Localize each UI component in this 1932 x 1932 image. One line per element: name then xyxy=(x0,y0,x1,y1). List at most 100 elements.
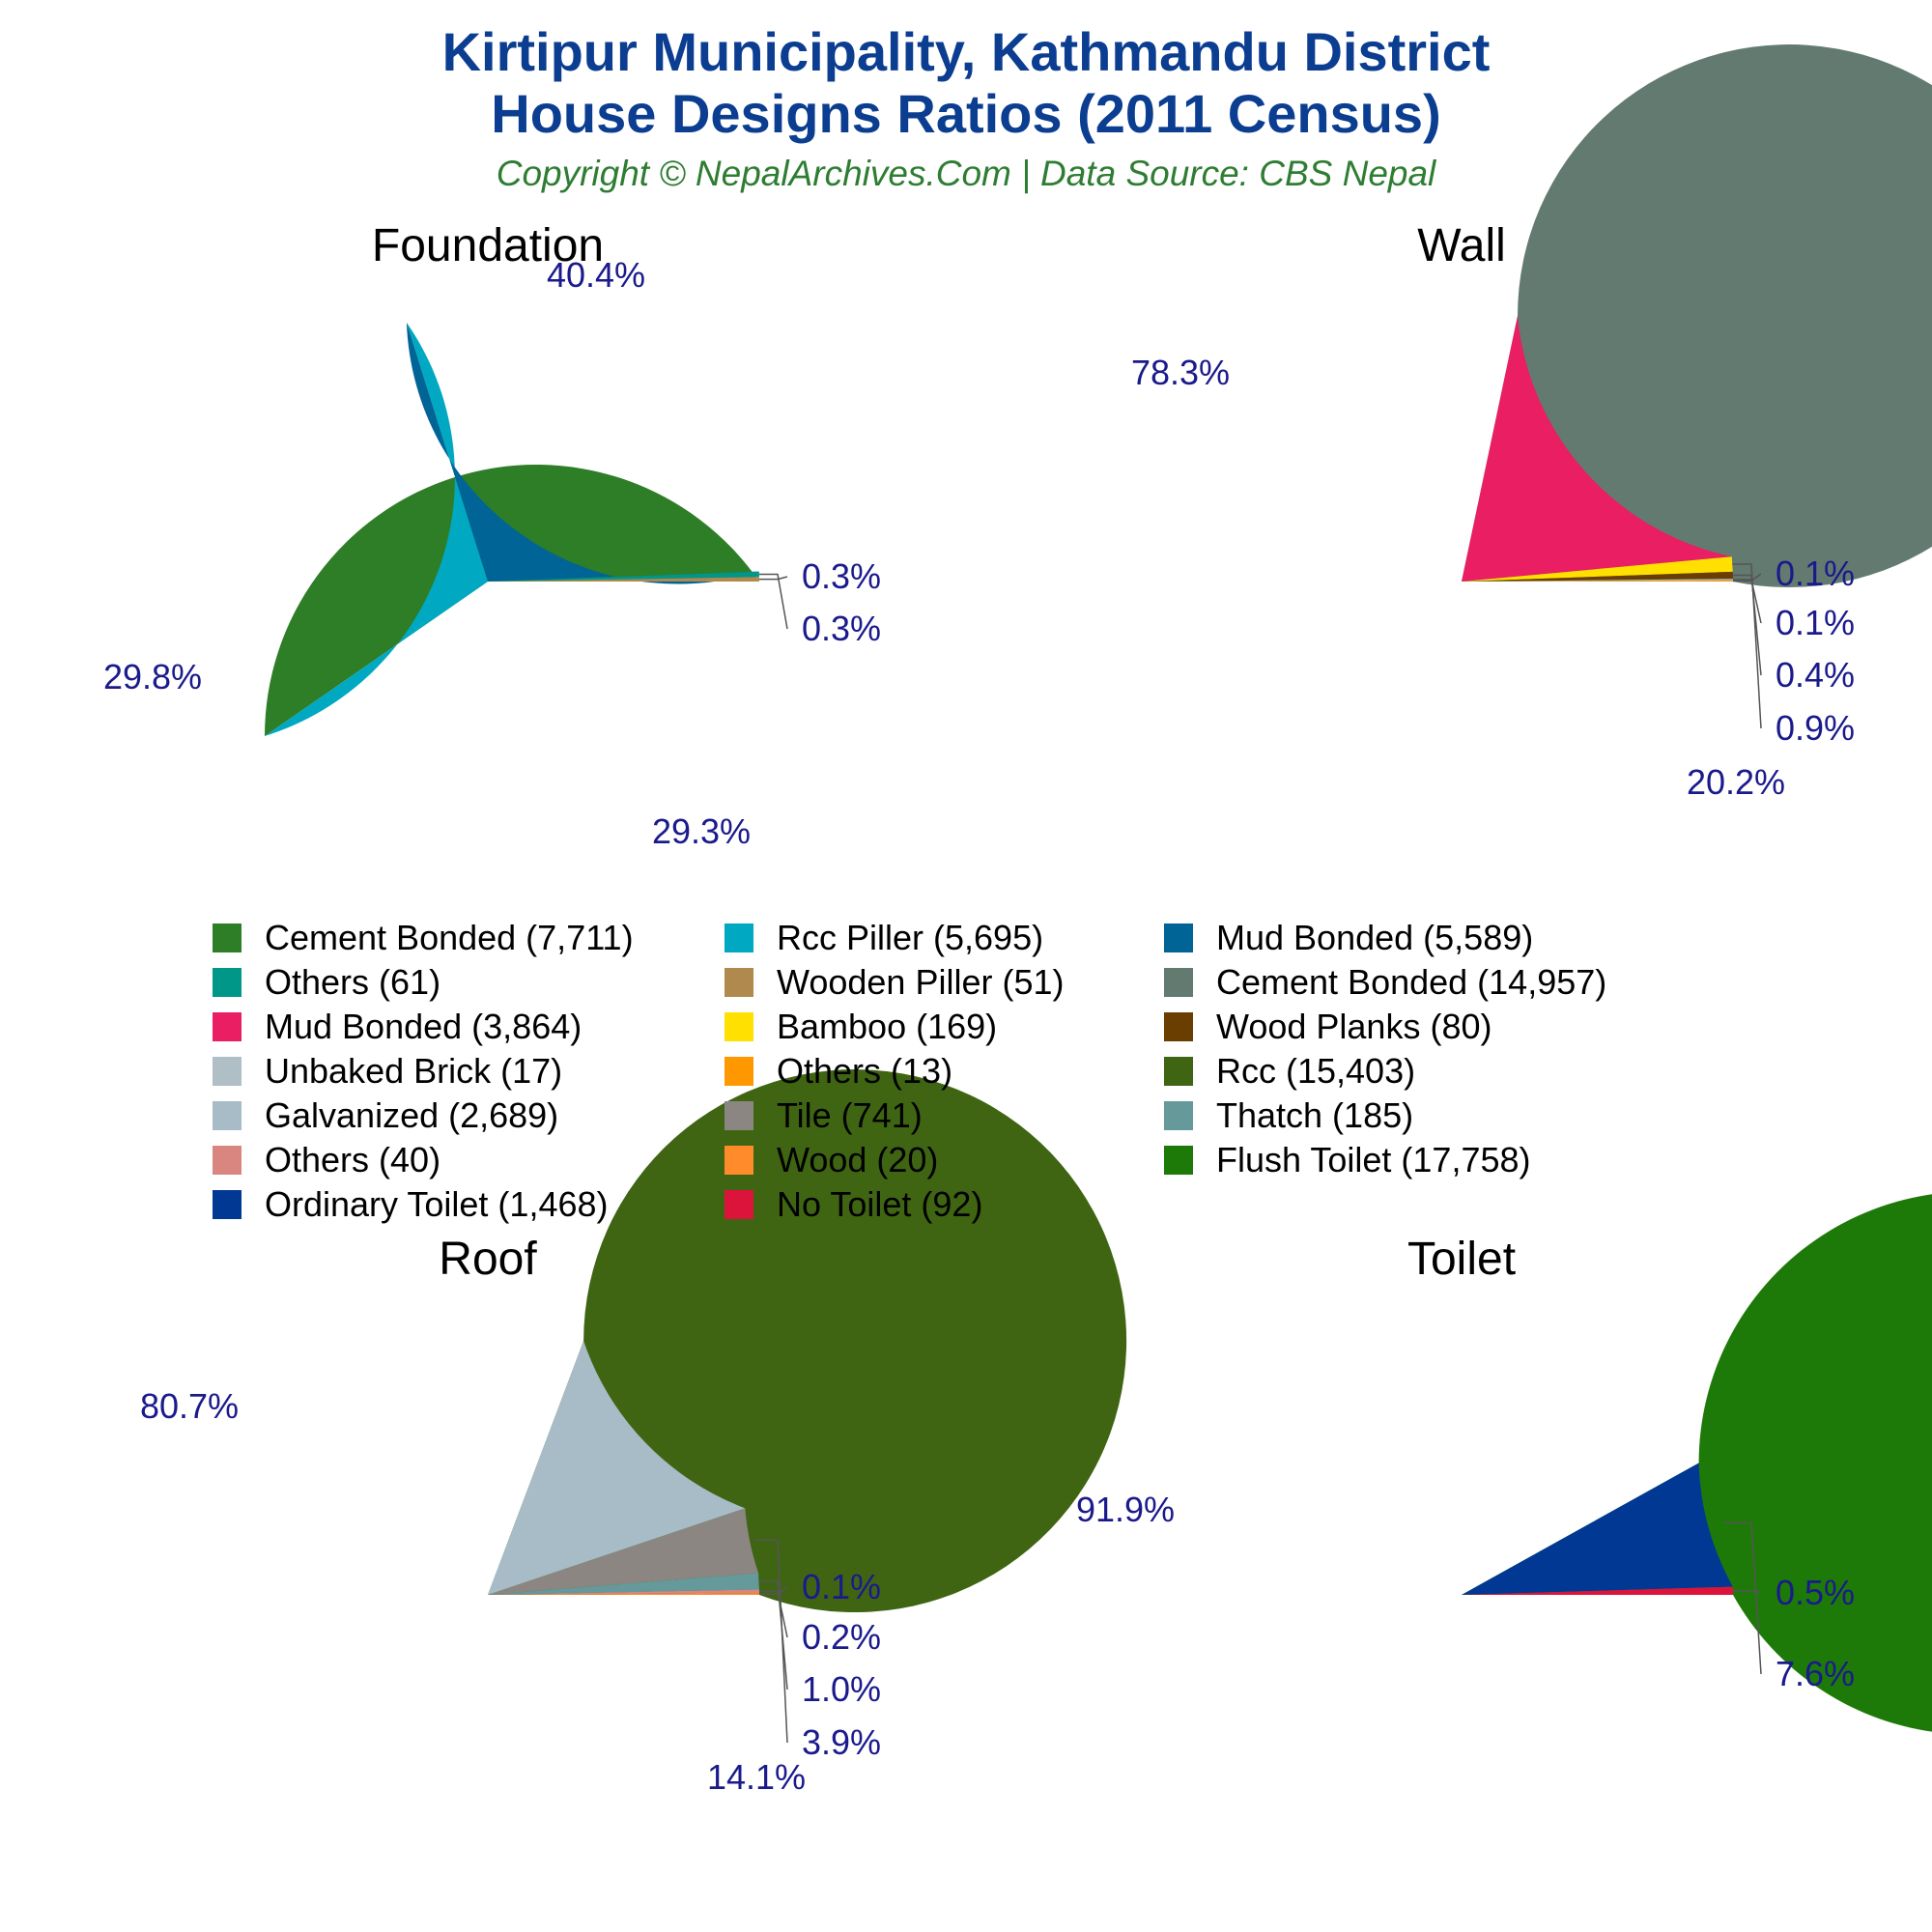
percent-label: 91.9% xyxy=(1076,1490,1175,1529)
legend-label: Cement Bonded (7,711) xyxy=(265,918,634,957)
pie-title-roof: Roof xyxy=(439,1234,537,1285)
slice-cement-bonded xyxy=(1462,44,1932,588)
legend-swatch xyxy=(724,1101,753,1130)
slice-wooden-piller xyxy=(488,577,759,582)
legend-item: Others (61) xyxy=(213,960,724,1005)
slice-galvanized xyxy=(488,1341,746,1595)
legend-label: Rcc Piller (5,695) xyxy=(777,918,1044,957)
leader-line xyxy=(753,1539,788,1744)
title-line-2: House Designs Ratios (2011 Census) xyxy=(491,83,1441,144)
legend-label: Thatch (185) xyxy=(1216,1095,1414,1135)
percent-label: 0.9% xyxy=(1776,708,1855,748)
slice-ordinary-toilet xyxy=(1462,1463,1733,1595)
legend-label: Bamboo (169) xyxy=(777,1007,998,1046)
leader-line xyxy=(1732,574,1762,676)
legend-swatch xyxy=(1164,968,1193,997)
percent-label: 29.3% xyxy=(652,811,751,851)
percent-label: 40.4% xyxy=(547,255,645,295)
legend-item: Galvanized (2,689) xyxy=(213,1094,724,1138)
legend-swatch xyxy=(213,923,242,952)
slice-bamboo xyxy=(1462,556,1733,582)
legend-swatch xyxy=(724,923,753,952)
slice-wood-planks xyxy=(1462,571,1733,582)
legend-item: Mud Bonded (3,864) xyxy=(213,1005,724,1049)
legend-item: Tile (741) xyxy=(724,1094,1164,1138)
slice-others xyxy=(1462,580,1733,582)
legend-item: No Toilet (92) xyxy=(724,1182,1164,1227)
slice-others xyxy=(488,1589,759,1595)
pie-toilet: Toilet 91.9% 7.6% 0.5% xyxy=(1076,1194,1932,1732)
pie-roof: Roof 80.7% 14.1%3.9% 1.0% 0.2% 0.1% xyxy=(140,1069,1127,1797)
legend-item: Thatch (185) xyxy=(1164,1094,1705,1138)
legend-swatch xyxy=(213,1146,242,1175)
pie-wall: Wall 78.3% 20.2% 0.9% 0.4% 0.1% 0.1% xyxy=(1131,44,1932,802)
percent-label: 78.3% xyxy=(1131,353,1230,392)
legend-swatch xyxy=(724,1012,753,1041)
leader-line xyxy=(758,576,788,581)
legend-label: Others (40) xyxy=(265,1140,441,1179)
legend-label: Wooden Piller (51) xyxy=(777,962,1065,1002)
leader-line xyxy=(1732,1590,1762,1594)
legend-swatch xyxy=(1164,1012,1193,1041)
percent-label: 0.3% xyxy=(802,609,881,648)
legend-label: Rcc (15,403) xyxy=(1216,1051,1416,1091)
slice-no-toilet xyxy=(1462,1586,1733,1595)
leader-line xyxy=(758,573,788,630)
legend-label: No Toilet (92) xyxy=(777,1184,983,1224)
legend-item: Cement Bonded (7,711) xyxy=(213,916,724,960)
legend-label: Flush Toilet (17,758) xyxy=(1216,1140,1531,1179)
slice-others xyxy=(488,571,759,582)
slice-tile xyxy=(488,1508,759,1595)
legend-swatch xyxy=(1164,923,1193,952)
legend-item: Rcc Piller (5,695) xyxy=(724,916,1164,960)
percent-label: 29.8% xyxy=(103,657,202,696)
leader-line xyxy=(1722,1521,1762,1675)
legend-item: Others (13) xyxy=(724,1049,1164,1094)
percent-label: 0.4% xyxy=(1776,655,1855,695)
legend-item: Ordinary Toilet (1,468) xyxy=(213,1182,724,1227)
slice-mud-bonded xyxy=(406,322,759,584)
legend-label: Tile (741) xyxy=(777,1095,923,1135)
legend-item: Wood (20) xyxy=(724,1138,1164,1182)
legend-swatch xyxy=(724,1146,753,1175)
pie-title-foundation: Foundation xyxy=(372,220,604,271)
percent-label: 3.9% xyxy=(802,1722,881,1762)
leader-line xyxy=(1732,573,1762,582)
legend-item: Wooden Piller (51) xyxy=(724,960,1164,1005)
percent-label: 0.3% xyxy=(802,556,881,596)
legend-item: Others (40) xyxy=(213,1138,724,1182)
slice-unbaked-brick xyxy=(1462,579,1733,582)
legend-swatch xyxy=(1164,1101,1193,1130)
slice-mud-bonded xyxy=(1462,316,1732,582)
percent-label: 1.0% xyxy=(802,1669,881,1709)
legend-swatch xyxy=(213,968,242,997)
pie-title-wall: Wall xyxy=(1417,220,1506,271)
slice-flush-toilet xyxy=(1462,1194,1932,1732)
legend-item: Cement Bonded (14,957) xyxy=(1164,960,1705,1005)
legend-item: Wood Planks (80) xyxy=(1164,1005,1705,1049)
slice-cement-bonded xyxy=(265,465,759,737)
legend-item: Rcc (15,403) xyxy=(1164,1049,1705,1094)
legend-swatch xyxy=(724,968,753,997)
legend-label: Ordinary Toilet (1,468) xyxy=(265,1184,609,1224)
legend-label: Mud Bonded (5,589) xyxy=(1216,918,1534,957)
legend-swatch xyxy=(724,1190,753,1219)
legend-label: Wood (20) xyxy=(777,1140,939,1179)
percent-label: 80.7% xyxy=(140,1386,239,1426)
percent-label: 0.2% xyxy=(802,1617,881,1657)
legend: Cement Bonded (7,711) Rcc Piller (5,695) M… xyxy=(213,916,1719,1235)
leader-line xyxy=(1732,563,1762,729)
subtitle: Copyright © NepalArchives.Com | Data Sou… xyxy=(496,154,1436,193)
slice-wood xyxy=(488,1593,759,1595)
legend-item: Bamboo (169) xyxy=(724,1005,1164,1049)
percent-label: 0.1% xyxy=(802,1567,881,1606)
legend-item: Unbaked Brick (17) xyxy=(213,1049,724,1094)
legend-label: Others (13) xyxy=(777,1051,953,1091)
percent-label: 0.5% xyxy=(1776,1573,1855,1612)
percent-label: 14.1% xyxy=(707,1757,806,1797)
legend-label: Wood Planks (80) xyxy=(1216,1007,1492,1046)
legend-swatch xyxy=(213,1012,242,1041)
legend-label: Galvanized (2,689) xyxy=(265,1095,559,1135)
leader-line xyxy=(758,1586,788,1595)
